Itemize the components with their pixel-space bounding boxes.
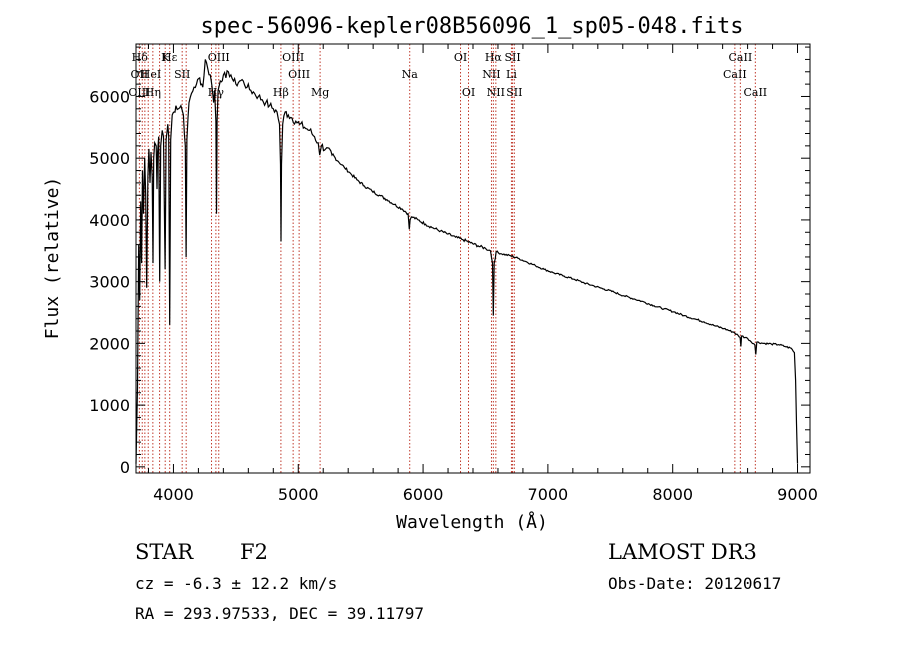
- spectral-line-label: HeI: [141, 68, 161, 81]
- flux-series-line: [135, 59, 799, 464]
- chart-title: spec-56096-kepler08B56096_1_sp05-048.fit…: [200, 14, 743, 39]
- spectral-line-label: OIII: [288, 68, 310, 81]
- object-class: STAR: [135, 540, 194, 564]
- spectral-line-label: OI: [454, 51, 467, 64]
- spectral-line-label: CaII: [743, 86, 767, 99]
- y-tick-label: 4000: [89, 211, 130, 230]
- observation-date: Obs-Date: 20120617: [608, 574, 781, 593]
- y-tick-label: 2000: [89, 334, 130, 353]
- x-tick-label: 4000: [153, 485, 194, 504]
- sky-coordinates: RA = 293.97533, DEC = 39.11797: [135, 604, 424, 623]
- line-markers: [138, 44, 756, 473]
- axis-ticks: 4000 5000 6000 7000 8000 9000 0 1000 2000 3000 400…: [89, 44, 818, 504]
- spectral-line-label: Hβ: [273, 86, 289, 99]
- object-subclass: F2: [240, 540, 268, 564]
- x-tick-label: 5000: [278, 485, 319, 504]
- spectral-line-label: CaII: [723, 68, 747, 81]
- spectral-line-label: OIII: [208, 51, 230, 64]
- spectral-line-label: Na: [402, 68, 419, 81]
- y-tick-label: 0: [120, 458, 130, 477]
- y-tick-label: 6000: [89, 87, 130, 106]
- spectral-line-label: Hγ: [208, 86, 225, 99]
- spectral-line-label: NII: [482, 68, 500, 81]
- spectral-line-label: SII: [504, 51, 520, 64]
- x-tick-label: 8000: [652, 485, 693, 504]
- spectral-line-label: Li: [506, 68, 517, 81]
- y-tick-label: 1000: [89, 396, 130, 415]
- redshift-velocity: cz = -6.3 ± 12.2 km/s: [135, 574, 337, 593]
- y-axis-label: Flux (relative): [42, 177, 63, 340]
- x-tick-label: 9000: [777, 485, 818, 504]
- spectral-line-label: CaII: [729, 51, 753, 64]
- spectral-line-label: OII: [131, 68, 149, 81]
- spectral-line-label: Hα: [485, 51, 503, 64]
- y-tick-label: 5000: [89, 149, 130, 168]
- plot-frame: [135, 43, 811, 474]
- x-axis-label: Wavelength (Å): [396, 511, 548, 533]
- spectral-line-label: Hδ: [132, 51, 149, 64]
- spectral-line-label: OIII: [282, 51, 304, 64]
- spectral-line-label: Hη: [145, 86, 161, 99]
- spectral-line-label: SII: [506, 86, 522, 99]
- x-tick-label: 6000: [403, 485, 444, 504]
- spectral-line-label: SII: [174, 68, 190, 81]
- spectral-line-label: NII: [487, 86, 505, 99]
- survey-name: LAMOST DR3: [608, 540, 757, 564]
- spectral-line-label: Hε: [162, 51, 178, 64]
- spectral-line-label: OIII: [128, 86, 150, 99]
- spectral-line-label: OI: [462, 86, 475, 99]
- spectral-line-label: Mg: [311, 86, 329, 99]
- spectral-line-label: K: [161, 51, 170, 64]
- y-tick-label: 3000: [89, 273, 130, 292]
- x-tick-label: 7000: [528, 485, 569, 504]
